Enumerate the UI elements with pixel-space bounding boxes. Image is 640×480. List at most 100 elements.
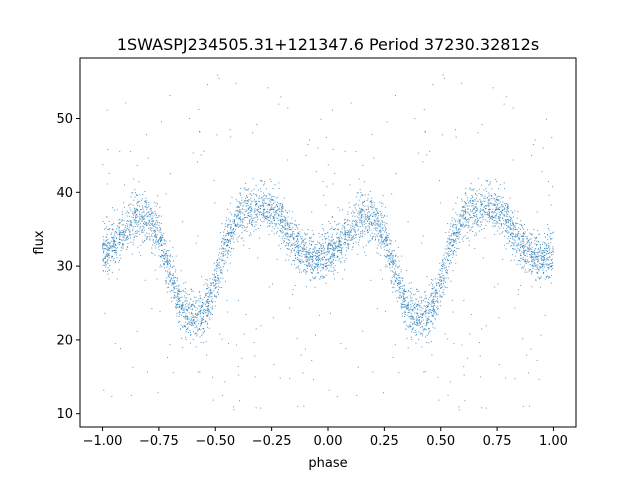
data-point [220, 268, 222, 270]
data-point [109, 228, 111, 230]
data-point [167, 264, 169, 266]
data-point [491, 194, 493, 196]
data-point [263, 211, 265, 213]
data-point [485, 224, 487, 226]
data-point [422, 333, 423, 335]
data-point [292, 236, 294, 238]
data-point [392, 264, 394, 266]
data-point [336, 257, 338, 259]
data-point [320, 253, 322, 255]
data-points [102, 74, 554, 411]
data-point [134, 196, 136, 198]
data-point [460, 229, 462, 231]
data-point [310, 251, 312, 253]
data-point [531, 286, 533, 288]
data-point [410, 300, 412, 302]
data-point [210, 285, 212, 287]
data-point [528, 270, 530, 272]
data-point [233, 236, 235, 238]
data-point [217, 254, 219, 256]
data-point [193, 316, 195, 318]
data-point [102, 259, 104, 261]
data-point [326, 237, 328, 239]
data-point [190, 316, 192, 318]
data-point [295, 243, 297, 245]
data-point [432, 292, 434, 294]
data-point [507, 222, 509, 224]
data-point [400, 277, 402, 279]
data-point [122, 236, 124, 238]
data-point [429, 150, 431, 152]
data-point [377, 222, 379, 224]
data-point [380, 254, 382, 256]
data-point [191, 324, 193, 326]
data-point [365, 244, 367, 246]
data-point [307, 266, 309, 268]
data-point [154, 236, 156, 238]
data-point [481, 202, 483, 204]
data-point [485, 205, 487, 207]
data-point [178, 284, 180, 286]
data-point [488, 220, 490, 222]
data-point [155, 212, 157, 214]
data-point [142, 205, 144, 207]
data-point [160, 241, 162, 243]
data-point [471, 202, 473, 204]
data-point [199, 305, 201, 307]
data-point [249, 199, 251, 201]
data-point [298, 260, 300, 262]
data-point [425, 325, 427, 327]
data-point [498, 317, 500, 319]
data-point [116, 231, 118, 233]
data-point [205, 312, 207, 314]
data-point [124, 225, 126, 227]
data-point [320, 263, 322, 265]
data-point [528, 261, 530, 263]
data-point [199, 315, 201, 317]
data-point [195, 301, 197, 303]
data-point [331, 248, 333, 250]
data-point [198, 298, 200, 300]
data-point [326, 265, 328, 267]
data-point [241, 219, 243, 221]
data-point [408, 309, 410, 311]
data-point [517, 227, 519, 229]
data-point [294, 285, 296, 287]
data-point [287, 244, 289, 246]
data-point [141, 220, 143, 222]
data-point [343, 226, 345, 228]
data-point [269, 194, 271, 196]
data-point [476, 207, 478, 209]
data-point [485, 325, 487, 327]
data-point [222, 247, 224, 249]
data-point [291, 217, 293, 219]
data-point [378, 230, 380, 232]
data-point [327, 253, 329, 255]
data-point [102, 244, 104, 246]
data-point [252, 178, 254, 180]
data-point [360, 191, 362, 193]
data-point [402, 292, 404, 294]
data-point [163, 233, 165, 235]
data-point [439, 278, 441, 280]
data-point [463, 214, 465, 216]
data-point [301, 259, 303, 261]
data-point [190, 288, 192, 290]
data-point [307, 256, 308, 258]
data-point [294, 257, 296, 259]
data-point [109, 269, 111, 271]
data-point [325, 259, 327, 261]
data-point [443, 267, 445, 269]
data-point [176, 299, 178, 301]
data-point [360, 231, 362, 233]
data-point [153, 242, 155, 244]
data-point [182, 307, 184, 309]
data-point [175, 255, 177, 257]
data-point [515, 235, 517, 237]
data-point [232, 238, 234, 240]
data-point [103, 247, 105, 249]
data-point [315, 259, 317, 261]
data-point [293, 259, 295, 261]
data-point [331, 216, 333, 218]
data-point [254, 376, 256, 378]
